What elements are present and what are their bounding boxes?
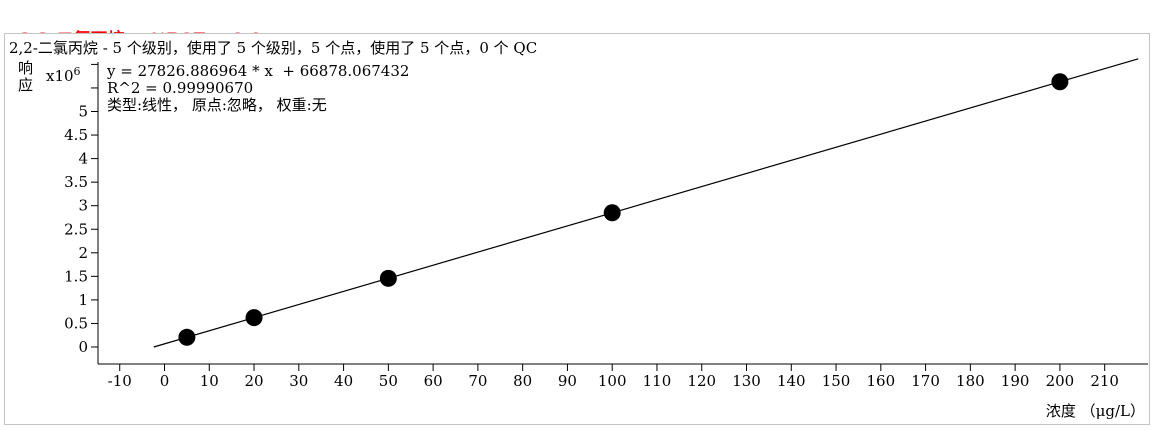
x-tick-label: 170 [911, 372, 940, 390]
fit-type-info: 类型:线性， 原点:忽略， 权重:无 [107, 96, 327, 114]
fit-r-squared: R^2 = 0.99990670 [107, 79, 254, 97]
y-tick-label: 2.5 [64, 220, 88, 238]
x-tick-label: 90 [558, 372, 577, 390]
x-tick-label: -10 [108, 372, 132, 390]
y-tick-label: 2 [78, 244, 88, 262]
y-tick-label: 4.5 [64, 126, 88, 144]
x-tick-label: 150 [822, 372, 851, 390]
chart-subtitle: 2,2-二氯丙烷 - 5 个级别，使用了 5 个级别，5 个点，使用了 5 个点… [9, 39, 538, 57]
y-unit-base: x10 [46, 67, 74, 85]
x-tick-label: 70 [468, 372, 487, 390]
x-tick-label: 50 [379, 372, 398, 390]
x-tick-label: 210 [1090, 372, 1119, 390]
data-point [178, 328, 196, 346]
y-tick-label: 0.5 [64, 314, 88, 332]
x-tick-label: 190 [1001, 372, 1030, 390]
x-tick-label: 80 [513, 372, 532, 390]
data-point [379, 269, 397, 287]
y-tick-label: 1.5 [64, 267, 88, 285]
y-axis-title: 响应 [16, 60, 34, 94]
x-tick-label: 20 [244, 372, 263, 390]
y-tick-label: 1 [78, 291, 88, 309]
x-tick-label: 110 [643, 372, 672, 390]
fit-equation: y = 27826.886964 * x + 66878.067432 [107, 62, 410, 80]
y-tick-label: 3 [78, 197, 88, 215]
x-tick-label: 200 [1046, 372, 1075, 390]
y-tick-label: 0 [78, 338, 88, 356]
x-tick-label: 100 [598, 372, 627, 390]
calibration-plot: -10 0 10 20 30 40 50 60 70 80 90 100 110 120 130 140 150… [64, 58, 1148, 390]
regression-line [153, 58, 1139, 348]
y-tick-label: 3.5 [64, 173, 88, 191]
y-tick-label: 4 [78, 150, 88, 168]
x-tick-label: 10 [200, 372, 219, 390]
x-tick-label: 140 [777, 372, 806, 390]
x-tick-label: 120 [687, 372, 716, 390]
data-point [245, 309, 263, 327]
x-axis-title: 浓度 （μg/L） [1045, 402, 1145, 420]
x-tick-label: 160 [866, 372, 895, 390]
x-tick-label: 60 [424, 372, 443, 390]
x-tick-label: 30 [289, 372, 308, 390]
y-tick-label: 5 [78, 103, 88, 121]
chart-panel: -10 0 10 20 30 40 50 60 70 80 90 100 110 120 130 140 150… [4, 33, 1150, 425]
data-point [1051, 73, 1069, 91]
y-axis-unit: x106 [46, 65, 81, 85]
x-tick-label: 0 [160, 372, 170, 390]
x-tick-label: 130 [732, 372, 761, 390]
fit-annotation: y = 27826.886964 * x + 66878.067432 R^2 … [107, 63, 409, 114]
x-tick-label: 40 [334, 372, 353, 390]
data-point [603, 204, 621, 222]
x-tick-label: 180 [956, 372, 985, 390]
y-unit-exponent: 6 [73, 65, 81, 78]
